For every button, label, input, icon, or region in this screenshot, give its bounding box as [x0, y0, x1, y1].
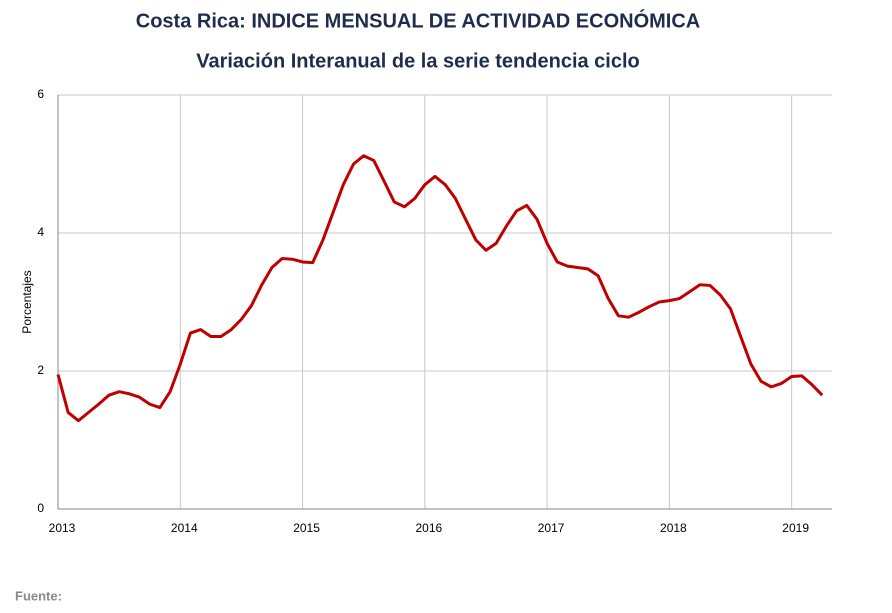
chart-subtitle: Variación Interanual de la serie tendenc…	[196, 50, 640, 72]
y-tick-label: 2	[37, 363, 44, 377]
x-tick-label: 2017	[538, 521, 565, 535]
x-tick-label: 2015	[293, 521, 320, 535]
y-tick-label: 0	[37, 501, 44, 515]
y-tick-label: 6	[37, 87, 44, 101]
chart-title: Costa Rica: INDICE MENSUAL DE ACTIVIDAD …	[136, 8, 701, 32]
x-tick-label: 2013	[49, 521, 76, 535]
x-tick-label: 2014	[171, 521, 198, 535]
x-tick-label: 2019	[782, 521, 809, 535]
data-line	[56, 154, 824, 423]
y-tick-label: 4	[37, 225, 44, 239]
y-axis-label: Porcentajes	[20, 270, 34, 333]
x-tick-label: 2018	[660, 521, 687, 535]
footer: Fuente:	[15, 588, 62, 603]
x-tick-label: 2016	[415, 521, 442, 535]
